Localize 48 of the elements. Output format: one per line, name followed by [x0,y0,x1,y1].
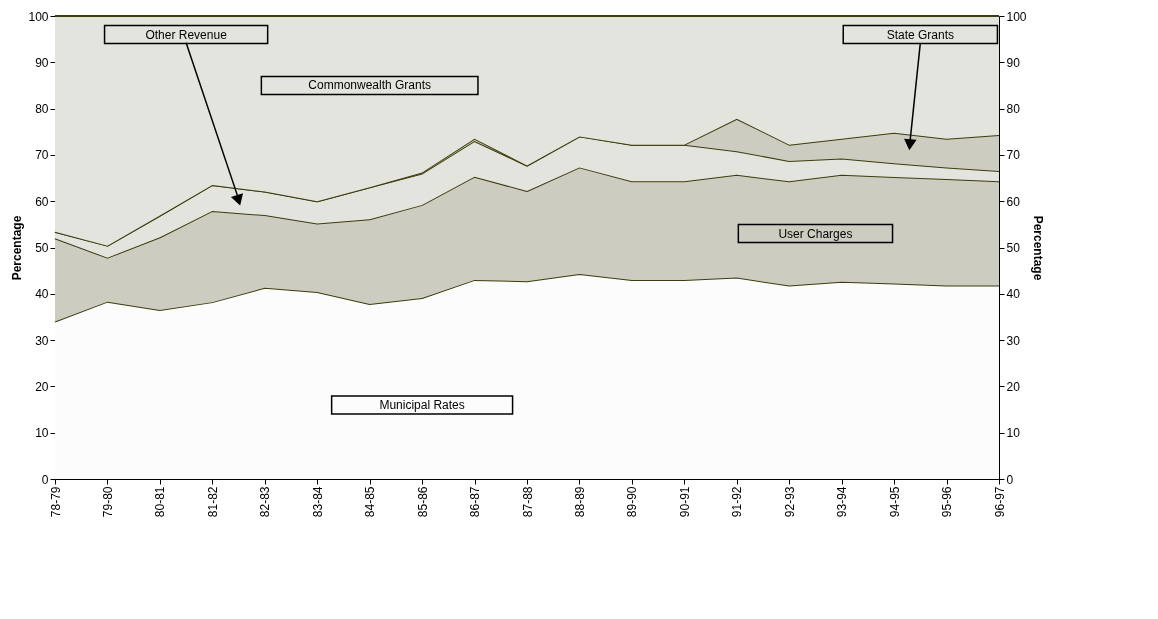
y2-tick-label: 100 [1006,9,1027,24]
x-tick-label: 91-92 [730,486,745,518]
y-tick-label: 70 [35,148,49,163]
y2-tick-label: 30 [1006,333,1021,348]
y-tick-label: 0 [41,472,49,487]
x-tick-label: 84-85 [363,486,378,518]
x-tick-label: 94-95 [887,486,902,518]
y-tick-label: 60 [35,194,49,209]
y-tick-label: 80 [35,102,49,117]
y-axis-title: Percentage [10,215,25,281]
y-tick-label: 100 [28,9,49,24]
x-tick-label: 95-96 [940,486,955,518]
y2-tick-label: 70 [1006,148,1021,163]
series-label: Municipal Rates [379,397,465,412]
y2-tick-label: 10 [1006,426,1021,441]
x-tick-label: 87-88 [520,486,535,518]
x-tick-label: 81-82 [205,486,220,518]
x-tick-label: 89-90 [625,486,640,518]
x-tick-label: 82-83 [258,486,273,518]
y2-tick-label: 90 [1006,55,1021,70]
x-tick-label: 90-91 [677,486,692,518]
x-tick-label: 78-79 [48,486,63,518]
x-tick-label: 96-97 [992,486,1007,518]
x-tick-label: 85-86 [415,486,430,518]
y2-tick-label: 0 [1006,472,1014,487]
text: State Grants [886,27,955,42]
series-label: Commonwealth Grants [308,78,432,93]
x-tick-label: 86-87 [468,486,483,518]
y-tick-label: 20 [35,379,49,394]
x-tick-label: 88-89 [572,486,587,518]
x-tick-label: 92-93 [782,486,797,518]
y2-tick-label: 50 [1006,241,1021,255]
y2-axis-title: Percentage [1030,215,1045,281]
text: Other Revenue [145,27,228,42]
x-tick-label: 93-94 [835,486,850,518]
x-tick-label: 79-80 [100,486,115,518]
y2-tick-label: 40 [1006,287,1021,302]
x-tick-label: 80-81 [153,486,168,518]
y2-tick-label: 60 [1006,194,1021,209]
y2-tick-label: 80 [1006,102,1021,117]
y-tick-label: 30 [35,333,49,348]
x-tick-label: 83-84 [310,486,325,518]
y-tick-label: 90 [35,55,49,70]
y-tick-label: 10 [35,426,49,441]
y-tick-label: 50 [35,241,49,255]
series-label: User Charges [778,226,853,241]
y-tick-label: 40 [35,287,49,302]
y2-tick-label: 20 [1006,379,1021,394]
